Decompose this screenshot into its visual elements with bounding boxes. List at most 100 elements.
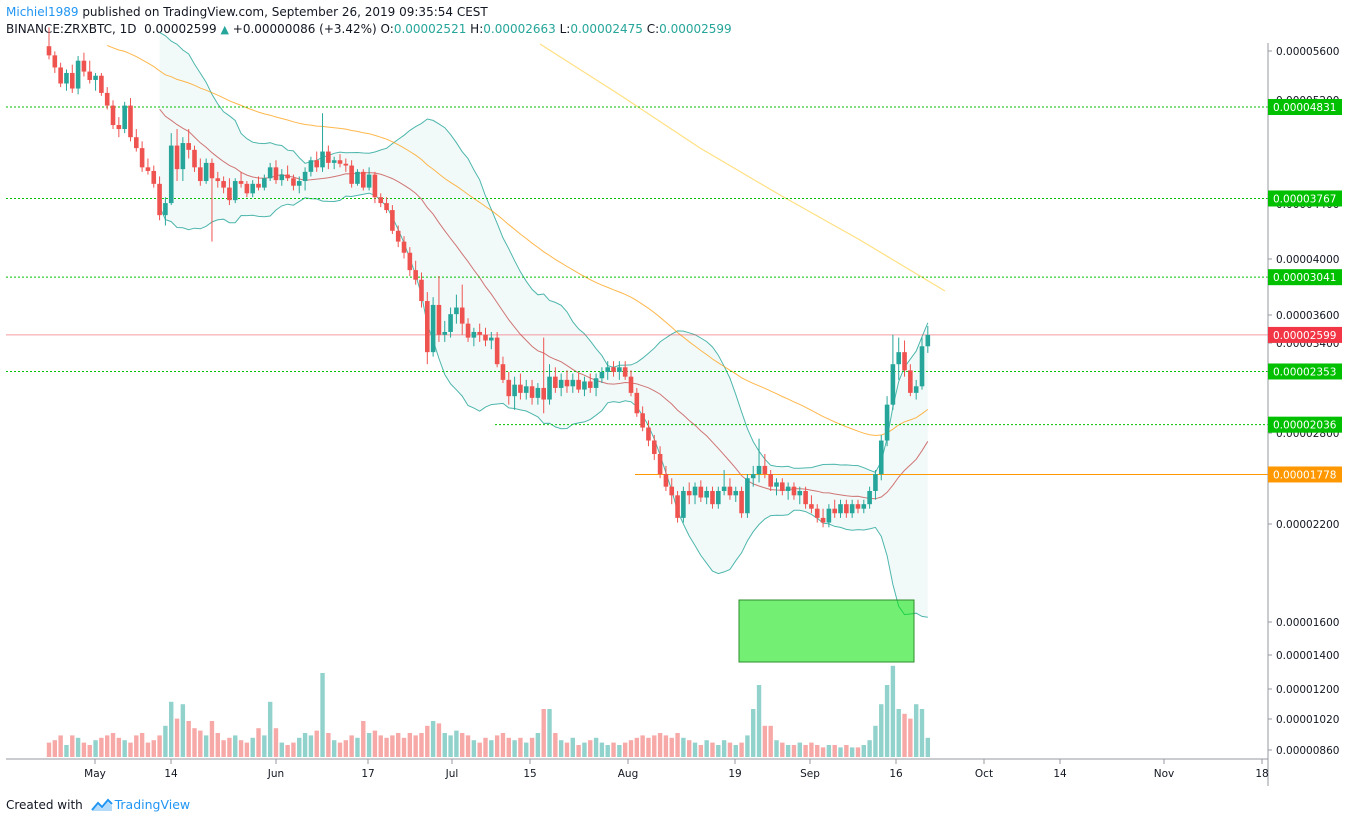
level-label-bg: [1268, 99, 1342, 116]
x-tick-label: Nov: [1154, 768, 1175, 780]
level-label-bg: [1268, 269, 1342, 286]
volume-bar: [733, 745, 738, 757]
volume-bar: [256, 728, 261, 757]
candle-body: [669, 486, 675, 496]
volume-bar: [302, 733, 308, 757]
candle-body: [93, 75, 98, 80]
candle-body: [622, 367, 628, 377]
volume-bar: [721, 740, 727, 757]
candle-body: [349, 165, 354, 184]
volume-bar: [640, 735, 645, 757]
footer: Created with TradingView: [6, 797, 190, 812]
candle-body: [826, 508, 832, 523]
candle-body: [489, 337, 494, 341]
volume-bar: [407, 733, 413, 757]
volume-bar: [174, 718, 180, 757]
volume-bar: [116, 737, 122, 757]
volume-bar: [215, 733, 220, 757]
tradingview-brand[interactable]: TradingView: [114, 797, 191, 812]
volume-bar: [122, 740, 127, 757]
volume-bar: [593, 737, 599, 757]
volume-bar: [139, 733, 145, 757]
tradingview-logo-icon: [90, 798, 113, 811]
candle-body: [890, 364, 896, 405]
candle-body: [535, 387, 541, 398]
volume-bar: [93, 740, 98, 757]
candle-body: [168, 145, 174, 204]
candle-body: [477, 331, 482, 335]
candle-body: [454, 307, 459, 315]
up-triangle-icon: ▲: [220, 23, 229, 36]
author-link[interactable]: Michiel1989: [6, 5, 79, 19]
current-price-label: 0.00002599: [1273, 330, 1336, 342]
candle-body: [657, 453, 663, 475]
candle-body: [366, 174, 372, 188]
volume-bar: [663, 735, 669, 757]
volume-bar: [925, 737, 931, 757]
candle-body: [58, 67, 63, 84]
candle-body: [442, 331, 448, 335]
volume-bar: [820, 747, 826, 757]
volume-bar: [250, 737, 255, 757]
candle-body: [692, 486, 698, 496]
volume-bar: [838, 747, 843, 757]
symbol-info: BINANCE:ZRXBTC, 1D 0.00002599 ▲ +0.00000…: [6, 22, 732, 36]
volume-bar: [646, 737, 651, 757]
volume-bar: [704, 740, 709, 757]
volume-bar: [436, 723, 442, 757]
candle-body: [599, 371, 605, 379]
volume-bar: [355, 737, 360, 757]
candle-body: [337, 160, 343, 164]
volume-bar: [151, 740, 156, 757]
volume-layer: [46, 665, 931, 757]
price-axis[interactable]: 0.000056000.000052000.000044000.00004000…: [1268, 46, 1339, 757]
candle-body: [425, 301, 430, 353]
candle-body: [506, 379, 512, 397]
x-tick-label: Jun: [267, 768, 284, 780]
candle-body: [483, 334, 488, 341]
volume-bar: [52, 740, 58, 757]
candle-body: [541, 387, 546, 400]
volume-bar: [570, 737, 575, 757]
candle-body: [110, 105, 116, 126]
candle-body: [750, 474, 756, 479]
candle-body: [413, 270, 418, 280]
candle-body: [308, 160, 314, 172]
volume-bar: [506, 737, 511, 757]
volume-bar: [221, 740, 226, 757]
low-value: 0.00002475: [570, 22, 643, 36]
candle-body: [459, 307, 465, 324]
time-axis[interactable]: May 14 Jun 17 Jul 15 Aug 19 Sep 16 Oct 14 Nov 18: [84, 759, 1269, 780]
volume-bar: [209, 721, 215, 757]
volume-bar: [849, 747, 855, 757]
y-tick-label: 0.00001400: [1276, 650, 1339, 662]
volume-bar: [890, 665, 896, 757]
volume-bar: [372, 730, 378, 757]
volume-bar: [396, 733, 401, 757]
volume-bar: [430, 721, 436, 757]
candle-body: [908, 370, 913, 393]
volume-bar: [529, 737, 535, 757]
volume-bar: [652, 735, 657, 757]
y-tick-label: 0.00001200: [1276, 684, 1339, 696]
level-label-bg: [1268, 416, 1342, 433]
bollinger-lower: [159, 192, 928, 618]
volume-bar: [919, 709, 925, 757]
volume-bar: [169, 701, 174, 757]
volume-bar: [378, 735, 383, 757]
volume-bar: [419, 733, 424, 757]
volume-bar: [512, 740, 517, 757]
candle-body: [791, 486, 797, 496]
level-label: 0.00002036: [1273, 420, 1337, 432]
close-label: C:: [646, 22, 660, 36]
volume-bar: [285, 745, 290, 757]
volume-bar: [797, 742, 802, 757]
candle-body: [896, 352, 902, 365]
volume-bar: [716, 745, 721, 757]
volume-bar: [366, 733, 372, 757]
candle-body: [605, 367, 611, 372]
level-label: 0.00003767: [1273, 193, 1336, 205]
x-tick-label: Aug: [618, 768, 639, 780]
volume-bar: [576, 745, 581, 757]
